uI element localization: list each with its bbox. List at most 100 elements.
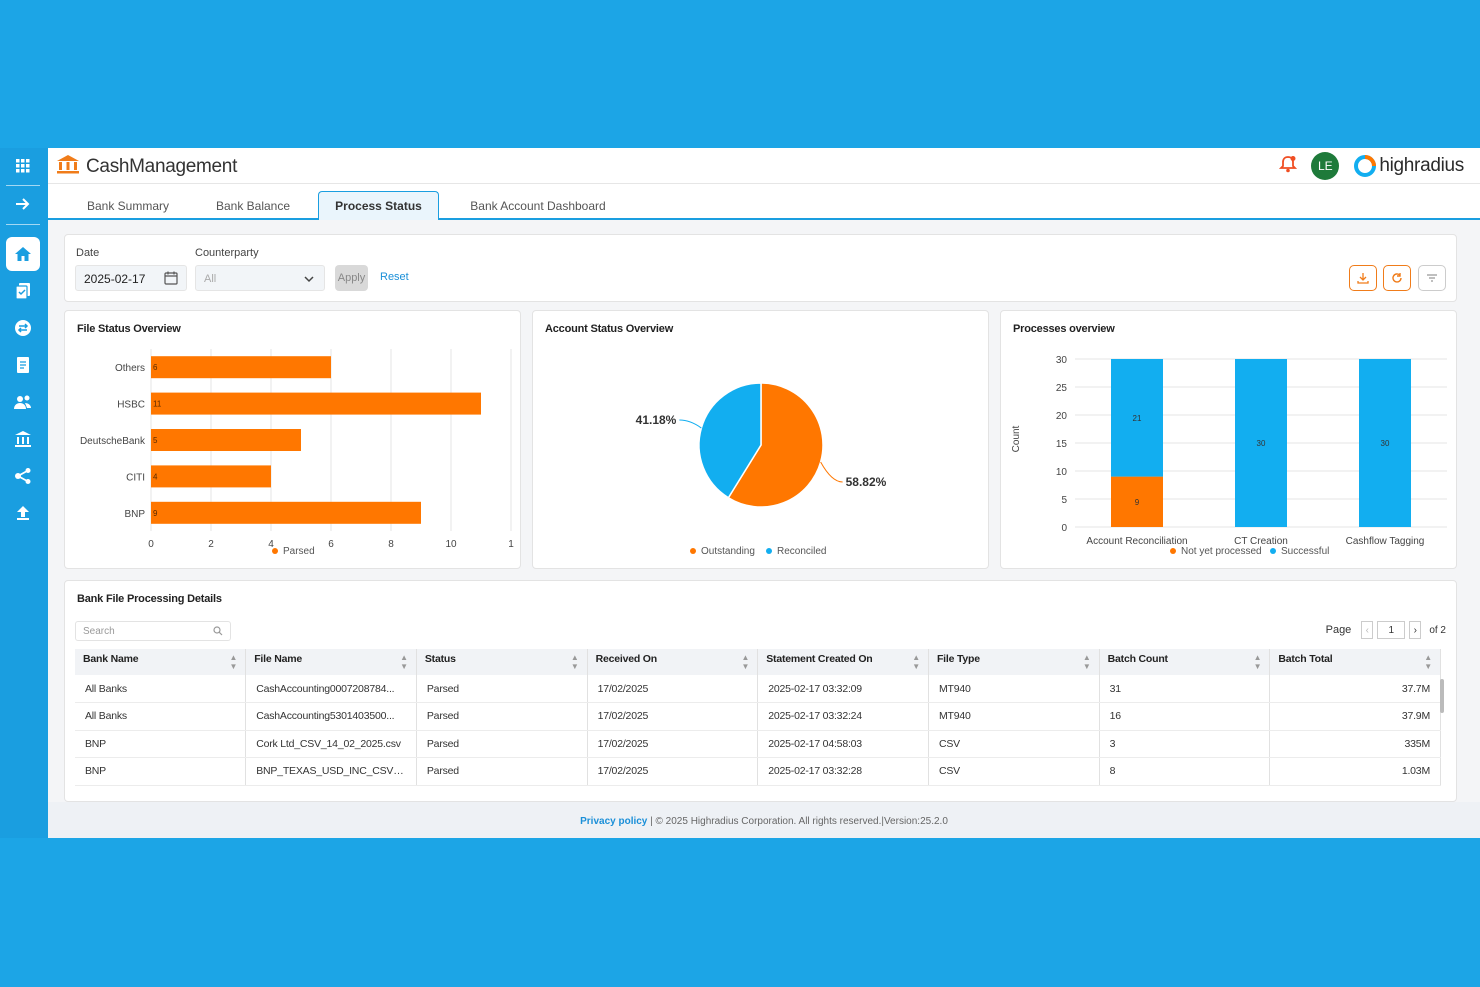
documents-icon[interactable]: [6, 274, 40, 308]
privacy-policy-link[interactable]: Privacy policy: [580, 816, 648, 827]
footer: Privacy policy | © 2025 Highradius Corpo…: [48, 802, 1480, 838]
main-content: Date Counterparty 2025-02-17 All Apply R…: [48, 220, 1480, 802]
legend-marker: [766, 548, 772, 554]
page-total: of 2: [1429, 624, 1446, 636]
table-cell: CashAccounting5301403500...: [245, 702, 417, 731]
legend-marker: [1270, 548, 1276, 554]
share-icon[interactable]: [6, 459, 40, 493]
processes-title: Processes overview: [1013, 323, 1115, 335]
bar-data-label: 9: [1135, 498, 1140, 507]
tab-process-status[interactable]: Process Status: [318, 191, 439, 220]
sort-icon: ▲ ▼: [1424, 653, 1432, 671]
table-cell: 1.03M: [1269, 757, 1441, 786]
refresh-button[interactable]: [1383, 265, 1411, 291]
table-cell: 31: [1099, 675, 1271, 703]
x-tick-label: 6: [328, 539, 334, 550]
col-batch-total[interactable]: Batch Total ▲ ▼: [1269, 649, 1441, 675]
upload-icon[interactable]: [6, 496, 40, 530]
y-tick-label: DeutscheBank: [80, 436, 146, 447]
tab-bar: Bank Summary Bank Balance Process Status…: [48, 184, 1480, 220]
table-cell: 3: [1099, 730, 1271, 758]
y-tick-label: 25: [1056, 383, 1068, 394]
tab-bank-account-dashboard[interactable]: Bank Account Dashboard: [470, 199, 606, 213]
pie-slice: [727, 382, 824, 508]
top-right-actions: LE highradius: [1279, 152, 1464, 180]
col-received-on[interactable]: Received On ▲ ▼: [587, 649, 759, 675]
table-search-input[interactable]: Search: [75, 621, 231, 641]
table-row[interactable]: All Banks CashAccounting5301403500... Pars…: [75, 702, 1441, 731]
details-panel: Bank File Processing Details Search Page…: [64, 580, 1457, 802]
notification-bell-icon[interactable]: [1279, 155, 1298, 178]
bar: [151, 429, 301, 451]
bank-icon[interactable]: [6, 422, 40, 456]
table-cell: CSV: [928, 757, 1100, 786]
account-status-title: Account Status Overview: [545, 323, 674, 335]
bar-data-label: 30: [1381, 439, 1390, 448]
table-row[interactable]: All Banks CashAccounting0007208784... Pars…: [75, 675, 1441, 703]
x-tick-label: 4: [268, 539, 274, 550]
apps-grid-icon[interactable]: [6, 149, 40, 183]
file-status-chart: 0 2 4 6 8 10 1 Others 6 HSBC 11 DeutscheBank 5 CITI 4 B…: [80, 349, 514, 557]
table-cell: 16: [1099, 702, 1271, 731]
table-body: All Banks CashAccounting0007208784... Pars…: [75, 675, 1441, 786]
table-scrollbar[interactable]: [1440, 679, 1444, 713]
pie-data-label: 41.18%: [636, 413, 677, 427]
sort-icon: ▲ ▼: [229, 653, 238, 671]
col-bank-name[interactable]: Bank Name ▲ ▼: [75, 649, 247, 675]
table-cell: MT940: [928, 675, 1100, 703]
table-row[interactable]: BNP Cork Ltd_CSV_14_02_2025.csv Parsed 17/0…: [75, 730, 1441, 758]
tab-bank-summary[interactable]: Bank Summary: [86, 199, 170, 213]
col-file-type[interactable]: File Type ▲ ▼: [928, 649, 1100, 675]
download-button[interactable]: [1349, 265, 1377, 291]
legend-label: Parsed: [283, 546, 315, 557]
reset-link[interactable]: Reset: [380, 271, 409, 283]
legend-marker: [272, 548, 278, 554]
users-icon[interactable]: [6, 385, 40, 419]
processes-chart: 0 5 10 15 20 25 30 Count 9 21 Account Reconciliati…: [1011, 355, 1447, 557]
expand-arrow-icon[interactable]: [6, 187, 40, 221]
table-cell: 335M: [1269, 730, 1441, 758]
bar-data-label: 11: [153, 400, 162, 409]
counterparty-select[interactable]: All: [195, 265, 325, 291]
prev-page-button[interactable]: ‹: [1361, 621, 1374, 639]
apply-button[interactable]: Apply: [335, 265, 368, 291]
user-avatar[interactable]: LE: [1311, 152, 1340, 180]
table-cell: Parsed: [416, 675, 588, 703]
bar-data-label: 4: [153, 472, 158, 481]
tab-bank-balance[interactable]: Bank Balance: [215, 199, 291, 213]
col-file-name[interactable]: File Name ▲ ▼: [245, 649, 417, 675]
chart-legend: Parsed: [272, 546, 315, 557]
legend-label: Successful: [1281, 546, 1329, 557]
table-cell: 2025-02-17 04:58:03: [757, 730, 929, 758]
account-status-panel: Account Status Overview 58.82% 41.18% Outs…: [532, 310, 989, 569]
company-name: highradius: [1379, 155, 1464, 176]
transfer-icon[interactable]: [6, 311, 40, 345]
y-tick-label: 5: [1061, 495, 1067, 506]
sidebar-divider: [6, 185, 40, 186]
bar: [151, 501, 421, 524]
col-statement-created-on[interactable]: Statement Created On ▲ ▼: [757, 649, 929, 675]
table-cell: 37.7M: [1269, 675, 1441, 703]
legend-marker: [690, 548, 696, 554]
report-icon[interactable]: [6, 348, 40, 382]
home-icon[interactable]: [6, 237, 40, 271]
download-icon: [1357, 273, 1369, 284]
next-page-button[interactable]: ›: [1409, 621, 1422, 639]
x-tick-label: CT Creation: [1234, 536, 1288, 547]
pie-leader-line: [820, 461, 843, 483]
file-status-panel: File Status Overview 0 2 4 6 8 10 1 Others 6 HSBC…: [64, 310, 521, 569]
table-cell: BNP: [75, 757, 247, 786]
calendar-icon[interactable]: [164, 271, 178, 288]
col-batch-count[interactable]: Batch Count ▲ ▼: [1099, 649, 1271, 675]
page-number-input[interactable]: 1: [1377, 621, 1406, 639]
y-tick-label: HSBC: [117, 400, 145, 411]
bar-data-label: 5: [153, 436, 158, 445]
x-tick-label: Account Reconciliation: [1086, 536, 1187, 547]
col-status[interactable]: Status ▲ ▼: [416, 649, 588, 675]
table-cell: CashAccounting0007208784...: [245, 675, 417, 703]
account-status-chart: 58.82% 41.18% Outstanding Reconciled: [636, 382, 887, 557]
date-field[interactable]: 2025-02-17: [75, 265, 187, 291]
filter-button[interactable]: [1418, 265, 1446, 291]
table-cell: BNP: [75, 730, 247, 758]
table-row[interactable]: BNP BNP_TEXAS_USD_INC_CSV1... Parsed 17/02/…: [75, 757, 1441, 786]
